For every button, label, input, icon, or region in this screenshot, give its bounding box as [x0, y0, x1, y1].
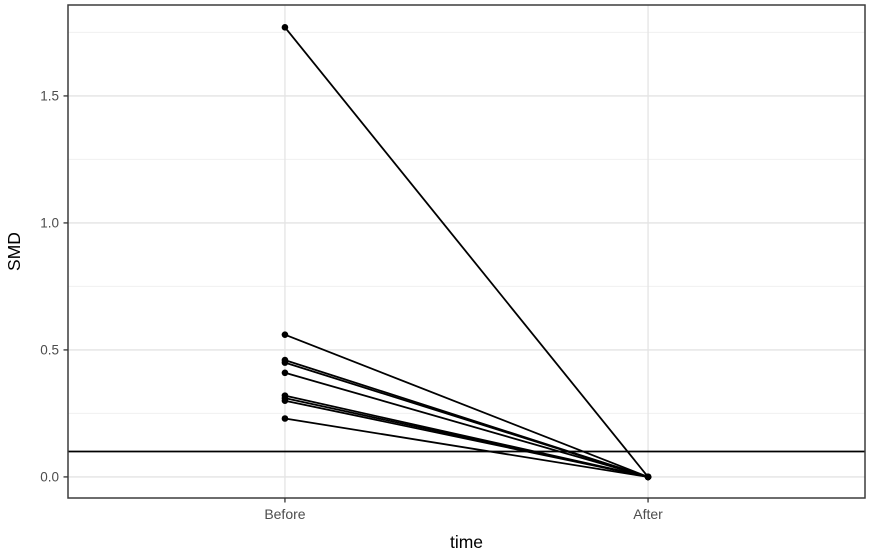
x-tick-label: Before	[264, 506, 305, 522]
axis-layer: 0.0 0.5 1.0 1.5 Before After	[40, 4, 866, 522]
x-axis-title: time	[450, 532, 483, 552]
y-tick-label: 0.0	[40, 469, 59, 484]
x-tick-label: After	[633, 506, 663, 522]
data-layer	[68, 24, 865, 481]
y-axis-title: SMD	[4, 232, 24, 271]
y-tick-label: 1.5	[40, 88, 59, 103]
series-line	[284, 417, 649, 478]
data-point	[644, 473, 652, 481]
series-line	[284, 361, 649, 478]
data-point	[281, 369, 289, 377]
panel-border	[67, 4, 866, 499]
y-tick-label: 0.5	[40, 342, 59, 357]
series-line	[284, 26, 649, 478]
data-point	[281, 415, 289, 422]
series-line	[284, 371, 649, 478]
data-point	[281, 397, 289, 405]
y-tick-label: 1.0	[40, 215, 59, 230]
series-line	[284, 399, 649, 478]
data-point	[281, 331, 289, 338]
data-point	[281, 359, 289, 366]
series-line	[284, 333, 649, 478]
data-point	[281, 24, 289, 31]
